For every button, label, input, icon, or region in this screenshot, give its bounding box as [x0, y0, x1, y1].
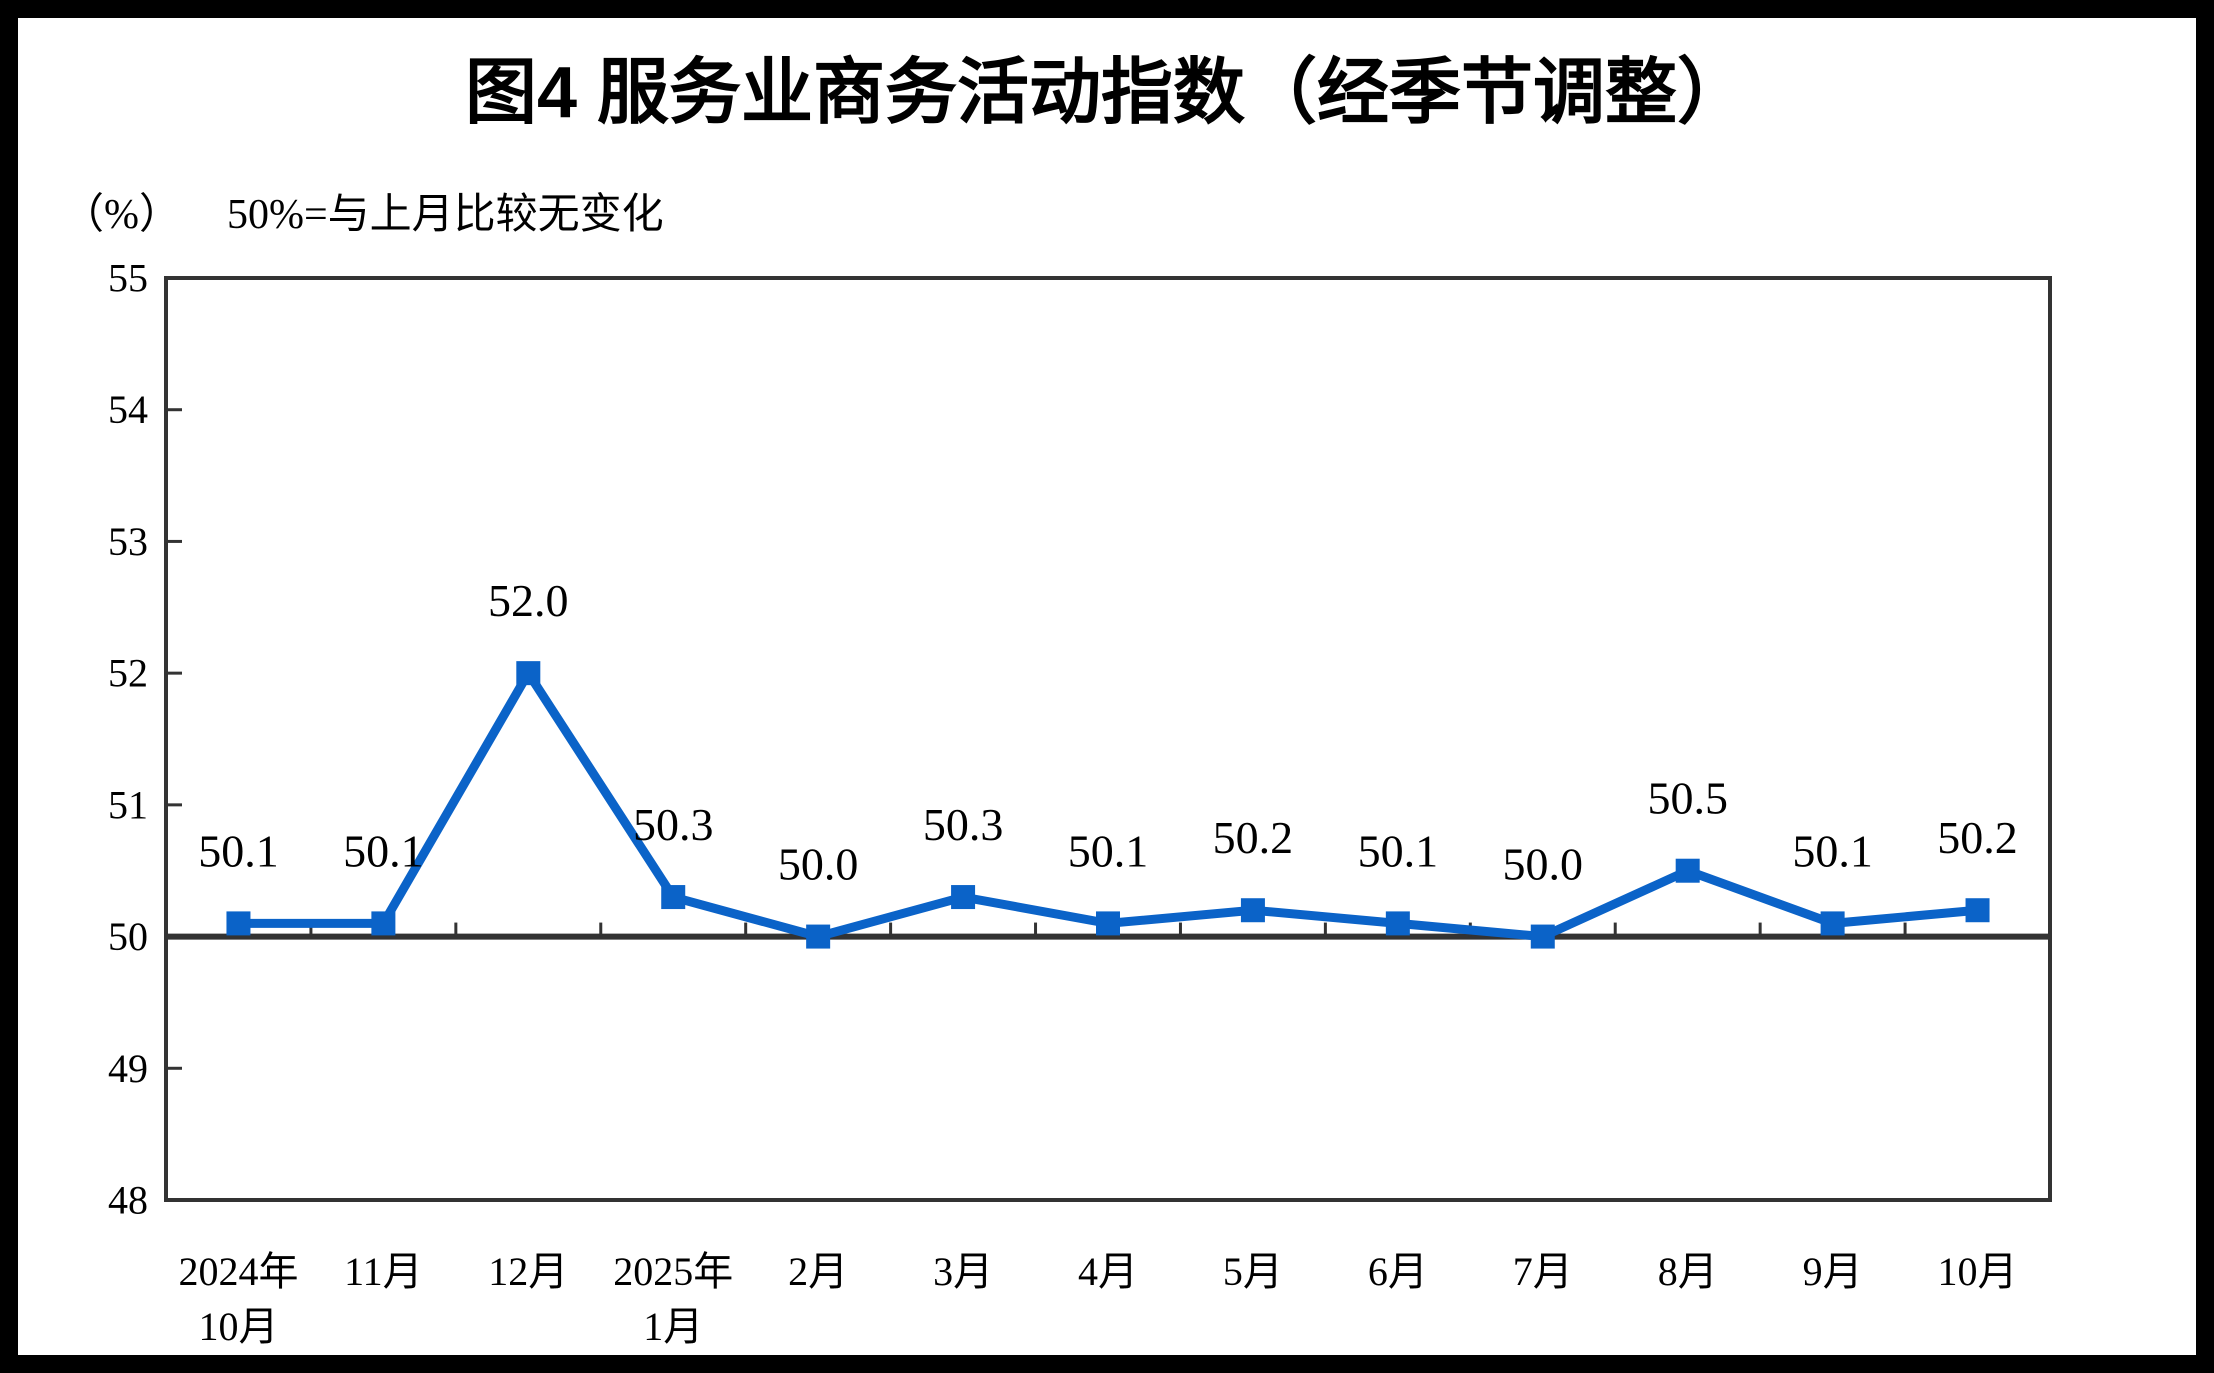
x-axis-label: 1月 [643, 1304, 703, 1349]
y-axis-label: 50 [108, 914, 148, 959]
data-point-marker [1385, 911, 1410, 936]
y-axis-label: 51 [108, 782, 148, 827]
x-axis-label: 7月 [1513, 1249, 1573, 1294]
x-axis-label: 2025年 [613, 1249, 733, 1294]
x-axis-label: 2024年 [178, 1249, 298, 1294]
data-point-marker [1530, 924, 1555, 949]
data-point-label: 50.1 [1358, 825, 1439, 876]
data-point-marker [1675, 858, 1700, 883]
x-axis-label: 8月 [1658, 1249, 1718, 1294]
y-axis-label: 53 [108, 519, 148, 564]
data-point-marker [1240, 898, 1265, 923]
data-point-marker [371, 911, 396, 936]
y-axis-label: 48 [108, 1178, 148, 1223]
data-point-marker [1096, 911, 1120, 936]
reference-note: 50%=与上月比较无变化 [227, 192, 664, 238]
line-chart: 48 49 50 51 52 53 54 55 50.1 50.1 52.0 50.3 50.0 50.3… [108, 256, 2052, 1349]
y-axis-label: 52 [108, 651, 148, 696]
data-point-label: 50.3 [923, 799, 1004, 850]
data-point-label: 50.1 [1068, 825, 1149, 876]
y-axis-label: 54 [108, 387, 148, 432]
data-point-label: 50.2 [1213, 812, 1294, 863]
y-axis-label: 49 [108, 1046, 148, 1091]
data-point-label: 52.0 [488, 575, 569, 626]
data-point-label: 50.1 [198, 825, 279, 876]
x-axis-label: 2月 [788, 1249, 848, 1294]
data-point-marker [1820, 911, 1845, 936]
data-point-marker [1965, 898, 1990, 923]
data-point-marker [661, 885, 686, 910]
x-axis-label: 6月 [1368, 1249, 1428, 1294]
data-point-label: 50.1 [343, 825, 424, 876]
data-point-marker [226, 911, 251, 936]
x-axis-label: 3月 [933, 1249, 993, 1294]
x-axis-label: 9月 [1803, 1249, 1863, 1294]
chart-title: 图4 服务业商务活动指数（经季节调整） [464, 53, 1750, 133]
chart-subtitle: （%） 50%=与上月比较无变化 [62, 180, 664, 241]
data-point-label: 50.3 [633, 799, 714, 850]
y-axis-label: 55 [108, 256, 148, 301]
plot-border [164, 276, 2052, 1202]
data-point-label: 50.0 [778, 839, 859, 890]
data-point-marker [516, 661, 541, 686]
x-axis-label: 10月 [1938, 1249, 2018, 1294]
x-axis-label: 10月 [198, 1304, 278, 1349]
data-point-label: 50.2 [1937, 812, 2018, 863]
data-point-label: 50.5 [1647, 773, 1728, 824]
data-point-label: 50.1 [1792, 825, 1873, 876]
data-point-marker [951, 885, 976, 910]
x-axis-label: 5月 [1223, 1249, 1283, 1294]
x-axis-label: 12月 [488, 1249, 568, 1294]
data-point-label: 50.0 [1503, 839, 1584, 890]
x-axis-label: 11月 [344, 1249, 423, 1294]
x-axis-label: 4月 [1078, 1249, 1138, 1294]
data-point-marker [806, 924, 831, 949]
y-axis-unit-label: （%） [62, 192, 181, 238]
